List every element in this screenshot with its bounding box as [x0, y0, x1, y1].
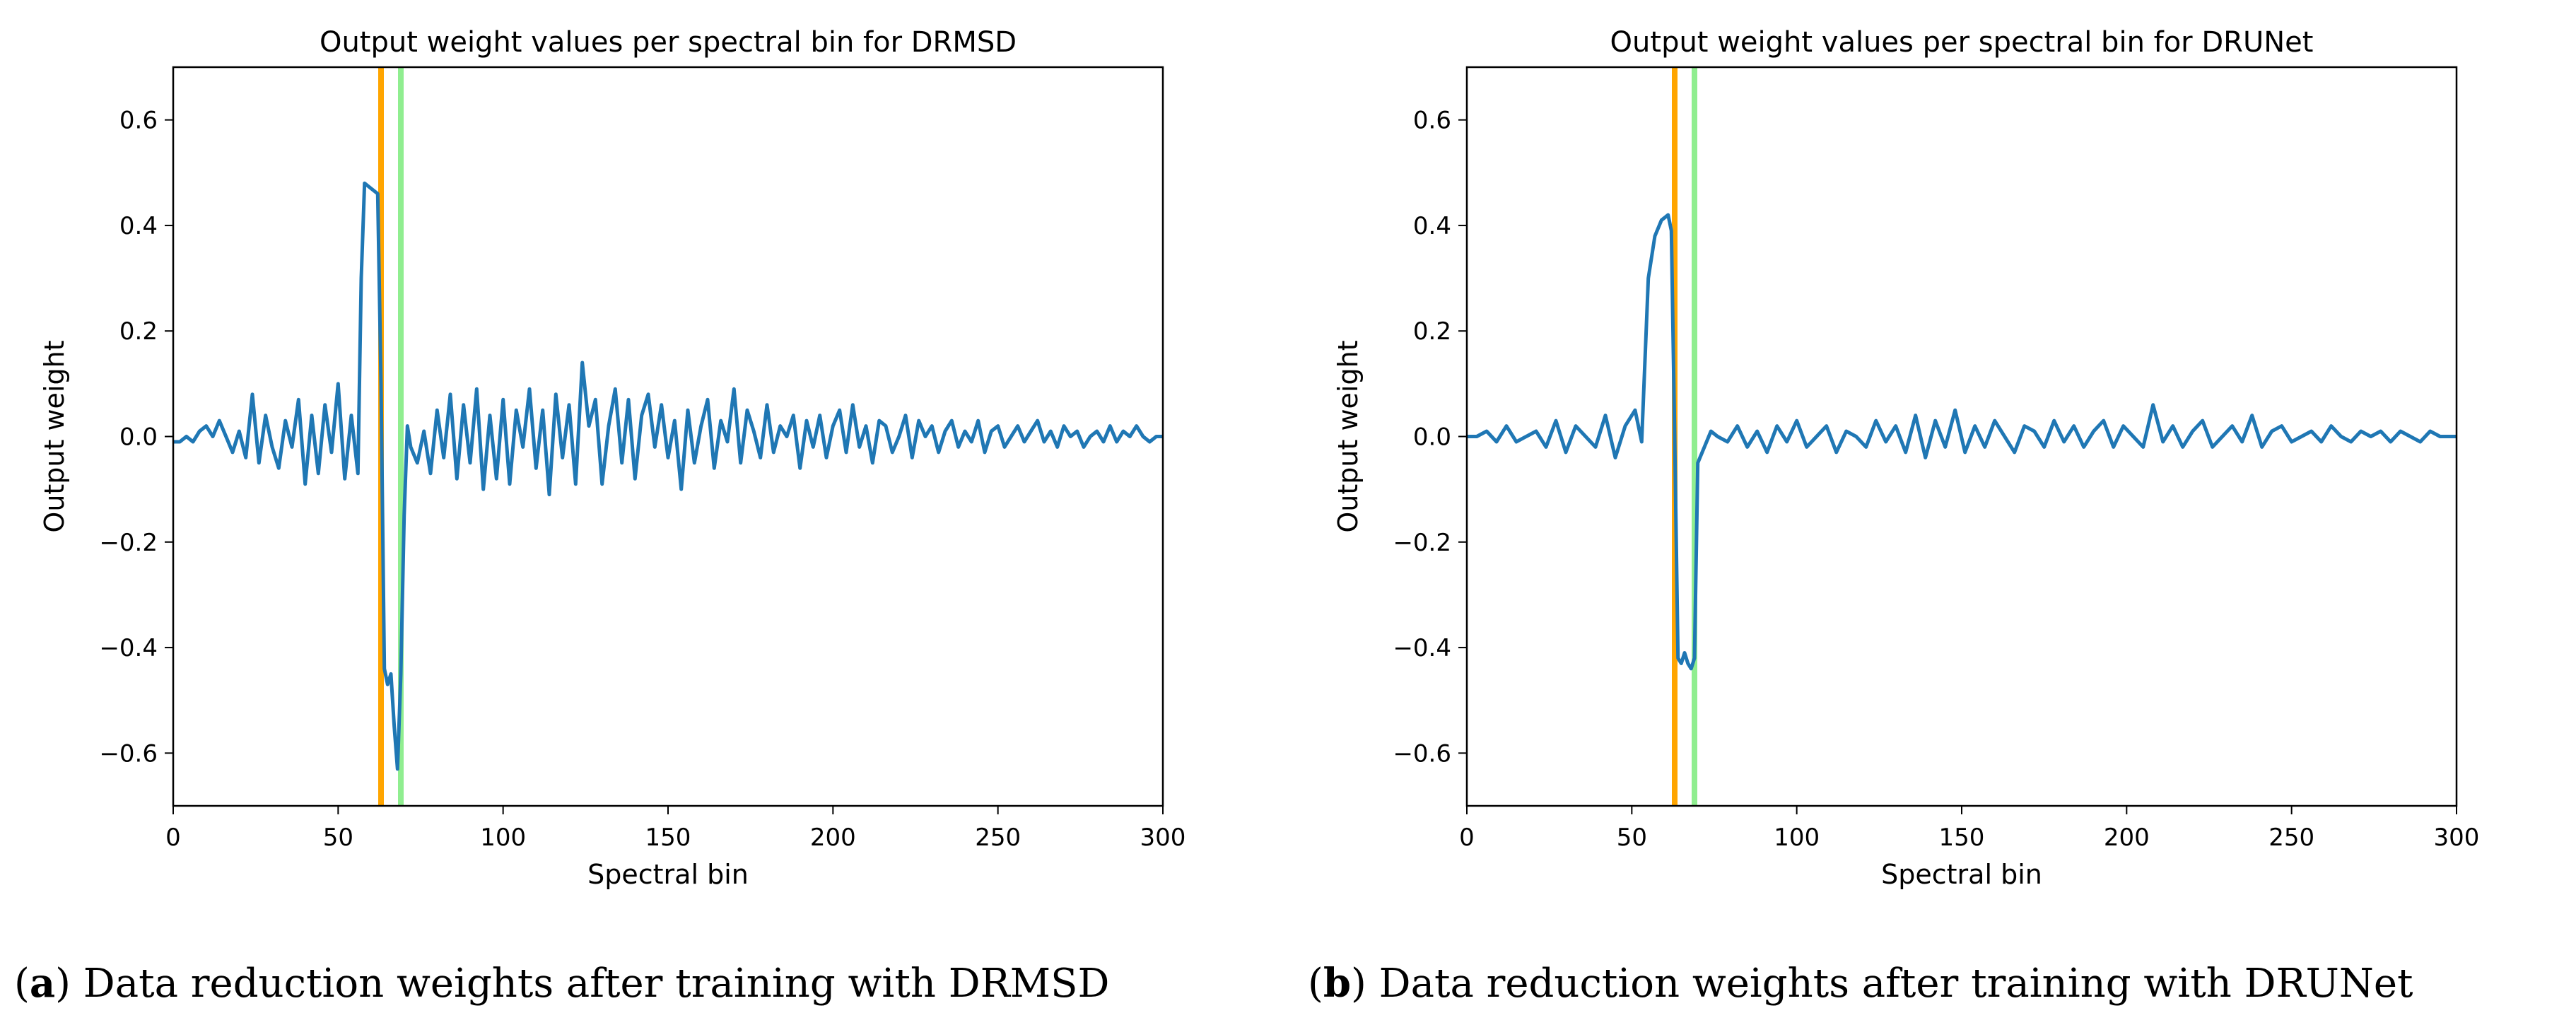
- y-tick-label: 0.0: [1413, 423, 1451, 452]
- chart-panel-b: Output weight values per spectral bin fo…: [1333, 26, 2479, 890]
- x-tick-label: 50: [323, 824, 353, 852]
- y-tick-label: −0.4: [1393, 634, 1451, 662]
- x-tick-label: 250: [975, 824, 1021, 852]
- caption-b-text: ) Data reduction weights after training …: [1351, 961, 2413, 1007]
- x-tick-label: 0: [1459, 824, 1475, 852]
- x-axis-label: Spectral bin: [1881, 859, 2042, 890]
- y-tick-label: −0.6: [1393, 739, 1451, 768]
- x-tick-label: 300: [1140, 824, 1186, 852]
- caption-b-tag: b: [1323, 960, 1351, 1007]
- x-tick-label: 50: [1617, 824, 1647, 852]
- chart-panel-a: Output weight values per spectral bin fo…: [39, 26, 1185, 890]
- chart-title: Output weight values per spectral bin fo…: [1610, 26, 2314, 59]
- x-tick-label: 100: [1774, 824, 1820, 852]
- caption-a-text: ) Data reduction weights after training …: [55, 961, 1109, 1007]
- chart-title: Output weight values per spectral bin fo…: [320, 26, 1017, 59]
- x-tick-label: 0: [165, 824, 181, 852]
- plot-frame: [172, 66, 1164, 807]
- y-tick-label: −0.2: [99, 529, 158, 557]
- series-line: [173, 181, 1163, 771]
- y-tick-label: 0.0: [119, 423, 158, 452]
- svg-text:(a) Data reduction weights aft: (a) Data reduction weights after trainin…: [14, 960, 1109, 1007]
- x-axis-label: Spectral bin: [587, 859, 749, 890]
- y-axis-label: Output weight: [1333, 340, 1364, 532]
- y-tick-label: −0.6: [99, 739, 158, 768]
- y-tick-label: 0.6: [1413, 107, 1451, 135]
- x-tick-label: 150: [1939, 824, 1985, 852]
- plot-frame: [1465, 66, 2458, 807]
- x-tick-label: 200: [810, 824, 856, 852]
- y-tick-label: 0.4: [1413, 212, 1451, 240]
- y-tick-label: 0.4: [119, 212, 158, 240]
- y-tick-label: −0.2: [1393, 529, 1451, 557]
- y-tick-label: 0.2: [1413, 317, 1451, 346]
- y-axis-label: Output weight: [39, 340, 70, 532]
- y-tick-label: −0.4: [99, 634, 158, 662]
- x-tick-label: 250: [2268, 824, 2314, 852]
- caption-a: (a) Data reduction weights after trainin…: [14, 960, 1109, 1007]
- caption-b: (b) Data reduction weights after trainin…: [1308, 960, 2413, 1007]
- y-tick-label: 0.6: [119, 107, 158, 135]
- x-tick-label: 200: [2104, 824, 2150, 852]
- x-tick-label: 300: [2434, 824, 2480, 852]
- caption-a-tag: a: [30, 960, 55, 1007]
- y-tick-label: 0.2: [119, 317, 158, 346]
- x-tick-label: 150: [645, 824, 691, 852]
- x-tick-label: 100: [480, 824, 526, 852]
- svg-text:(b) Data reduction weights aft: (b) Data reduction weights after trainin…: [1308, 960, 2413, 1007]
- series-line: [1467, 213, 2457, 671]
